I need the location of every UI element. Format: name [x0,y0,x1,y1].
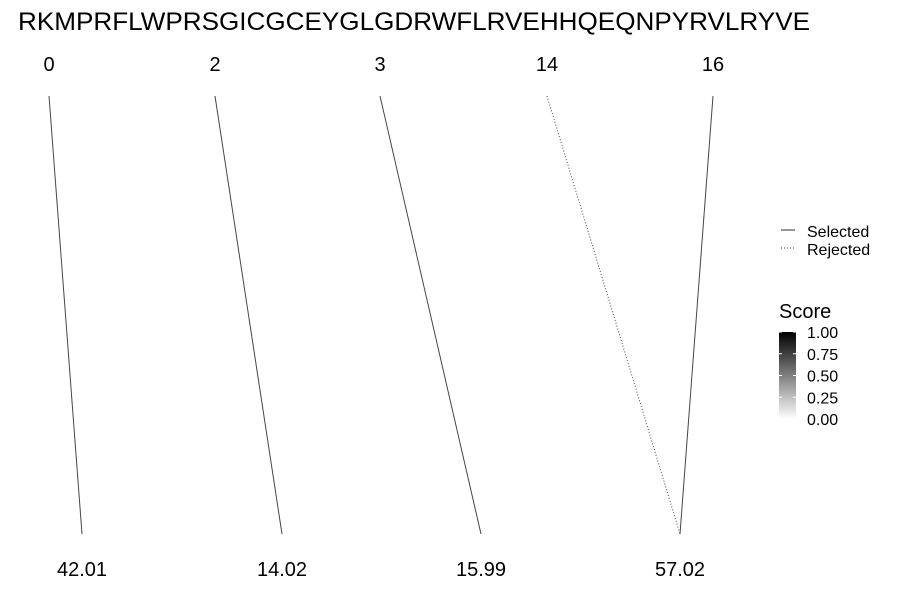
chart-title: RKMPRFLWPRSGICGCEYGLGDRWFLRVEHHQEQNPYRVL… [18,8,810,36]
bottom-label: 57.02 [655,559,705,581]
top-label: 2 [209,54,220,76]
top-label: 14 [536,54,558,76]
link-lines [48,95,714,535]
link-selected [379,95,482,535]
top-label: 0 [43,54,54,76]
link-selected [48,95,83,535]
linetype-legend: Selected Rejected [781,224,870,259]
score-tick-label: 1.00 [807,325,838,342]
legend-selected-label: Selected [807,224,869,241]
score-tick-label: 0.00 [807,412,838,429]
top-label: 3 [374,54,385,76]
top-labels: 0 2 3 14 16 [43,54,724,76]
link-rejected [546,95,681,535]
score-legend: Score 1.00 0.75 0.50 0.25 0.00 [779,301,838,429]
score-tick-label: 0.50 [807,369,838,386]
bottom-label: 15.99 [456,559,506,581]
bottom-label: 42.01 [57,559,107,581]
link-selected [214,95,283,535]
top-label: 16 [702,54,724,76]
score-legend-title: Score [779,301,831,323]
bottom-label: 14.02 [257,559,307,581]
bottom-labels: 42.01 14.02 15.99 57.02 [57,559,705,581]
legend-rejected-label: Rejected [807,242,870,259]
score-ticks: 1.00 0.75 0.50 0.25 0.00 [779,325,838,429]
score-colorbar [779,332,796,419]
link-selected [679,95,714,535]
score-tick-label: 0.25 [807,390,838,407]
score-tick-label: 0.75 [807,347,838,364]
